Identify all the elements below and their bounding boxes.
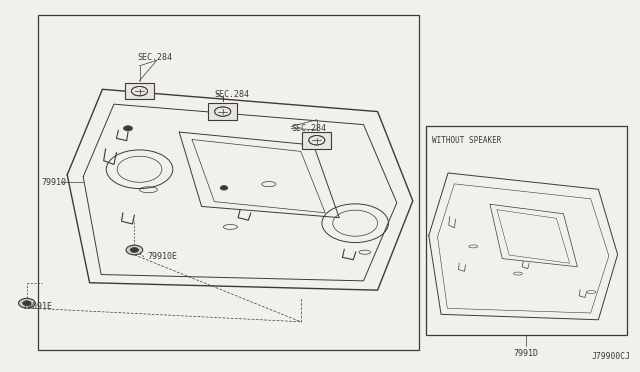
Circle shape	[126, 245, 143, 255]
Circle shape	[308, 135, 325, 145]
Circle shape	[214, 107, 231, 116]
Circle shape	[131, 248, 139, 252]
Text: WITHOUT SPEAKER: WITHOUT SPEAKER	[432, 136, 501, 145]
Text: SEC.284: SEC.284	[291, 124, 326, 133]
Circle shape	[220, 186, 228, 190]
Bar	[426, 126, 627, 335]
Bar	[38, 15, 419, 350]
Bar	[209, 103, 237, 120]
Text: 79910E: 79910E	[147, 252, 177, 261]
Text: 7991D: 7991D	[514, 349, 539, 358]
Text: J79900CJ: J79900CJ	[591, 352, 630, 361]
Text: SEC.284: SEC.284	[214, 90, 250, 99]
Bar	[125, 83, 154, 99]
Text: 79910: 79910	[42, 178, 67, 187]
Text: 79091E: 79091E	[22, 302, 52, 311]
Circle shape	[19, 298, 35, 308]
Bar	[303, 132, 331, 148]
Circle shape	[23, 301, 31, 306]
Circle shape	[131, 86, 148, 96]
Circle shape	[124, 126, 132, 131]
Text: SEC.284: SEC.284	[138, 53, 173, 62]
